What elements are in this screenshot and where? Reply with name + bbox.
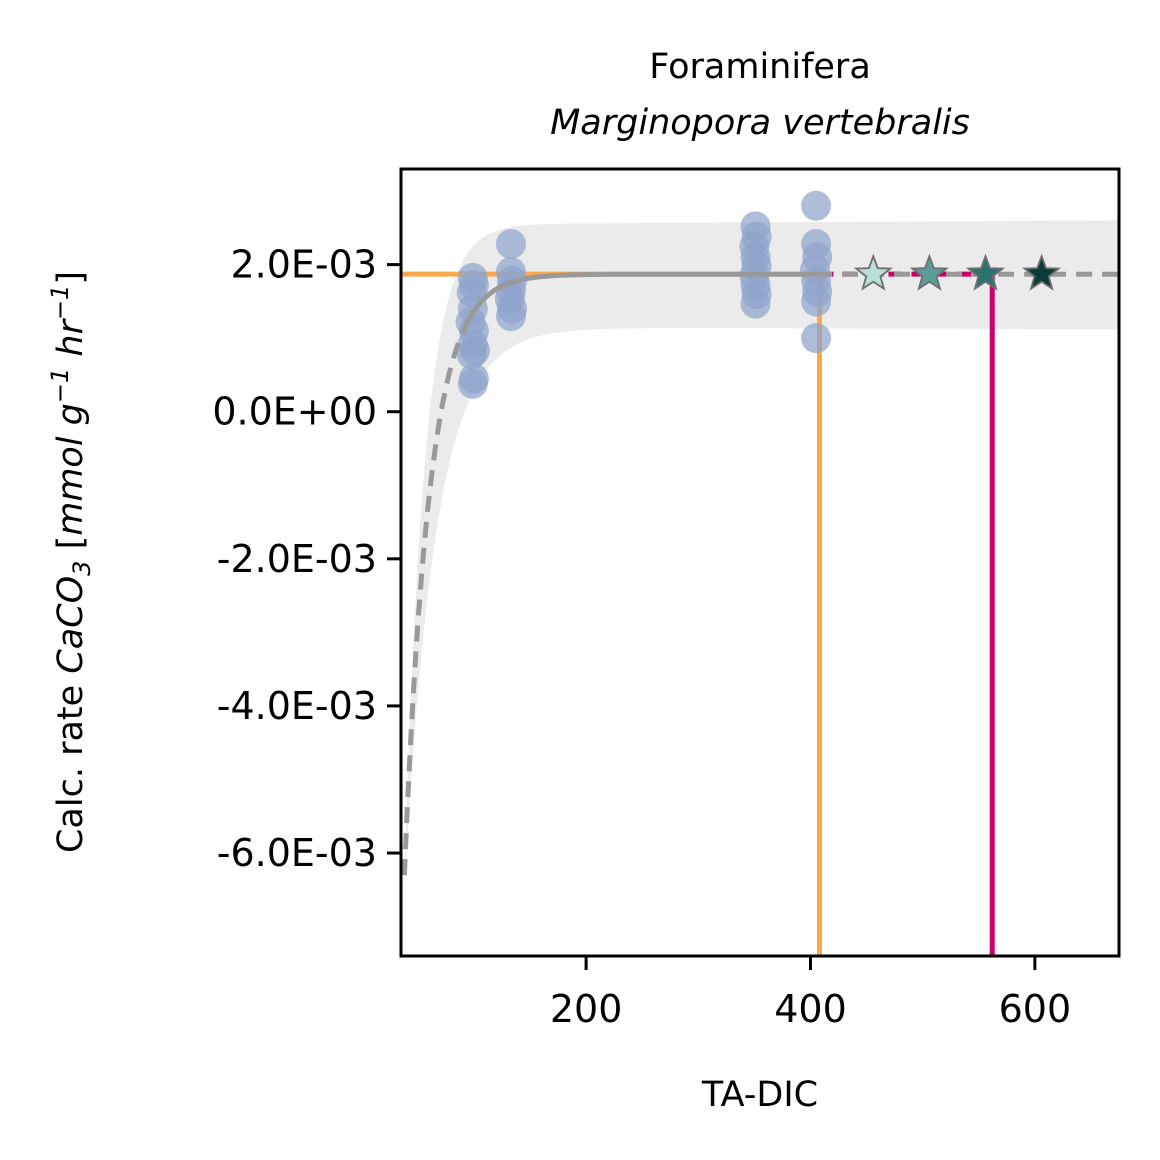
observation-point: [495, 229, 526, 260]
y-axis-label-bracket-close: ]: [51, 271, 91, 285]
y-tick-label: -2.0E-03: [217, 537, 377, 581]
y-tick-label: 2.0E-03: [230, 243, 377, 287]
y-axis-label-unit-mmol: mmol g: [51, 403, 91, 536]
y-axis-label-unit-hr: hr: [51, 317, 91, 367]
chart-subtitle: Marginopora vertebralis: [550, 103, 970, 143]
y-axis-label: Calc. rate CaCO3 [mmol g−1 hr−1]: [46, 271, 96, 853]
y-tick-label: -6.0E-03: [217, 831, 377, 875]
y-axis-label-bracket-open: [: [51, 536, 91, 561]
x-tick-label: 200: [550, 987, 623, 1031]
observation-point: [801, 190, 832, 221]
observation-point: [740, 288, 771, 319]
y-tick-label: -4.0E-03: [217, 684, 377, 728]
threshold-lines: [401, 271, 995, 956]
y-axis-label-prefix: Calc. rate: [51, 674, 91, 853]
fit-curve-extrapolated-low: [401, 323, 469, 876]
observation-point: [801, 286, 832, 317]
observation-point: [495, 301, 526, 332]
projection-star: [909, 253, 949, 291]
projection-star: [853, 253, 893, 291]
y-axis-label-subscript: 3: [68, 561, 96, 576]
x-tick-label: 600: [999, 987, 1072, 1031]
y-axis-label-exp-1: −1: [46, 368, 74, 403]
observation-point: [460, 335, 491, 366]
y-axis-label-formula: CaCO: [51, 576, 91, 674]
projection-stars: [853, 253, 1062, 291]
x-axis-label: TA-DIC: [701, 1075, 818, 1115]
projection-star: [965, 253, 1006, 291]
observation-points: [455, 190, 833, 399]
y-axis: 2.0E-03 0.0E+00 -2.0E-03 -4.0E-03 -6.0E-03: [212, 243, 401, 875]
y-tick-label: 0.0E+00: [212, 390, 377, 434]
observation-point: [801, 323, 832, 354]
x-axis: 200 400 600: [550, 956, 1071, 1031]
y-axis-label-exp-2: −1: [46, 285, 74, 320]
projection-star: [1022, 253, 1062, 291]
x-tick-label: 400: [774, 987, 847, 1031]
plot-area: [401, 190, 1119, 956]
plot-frame: [399, 167, 1121, 958]
fit-curve: [463, 271, 817, 326]
chart-title: Foraminifera: [649, 47, 871, 87]
observation-point: [457, 368, 488, 399]
